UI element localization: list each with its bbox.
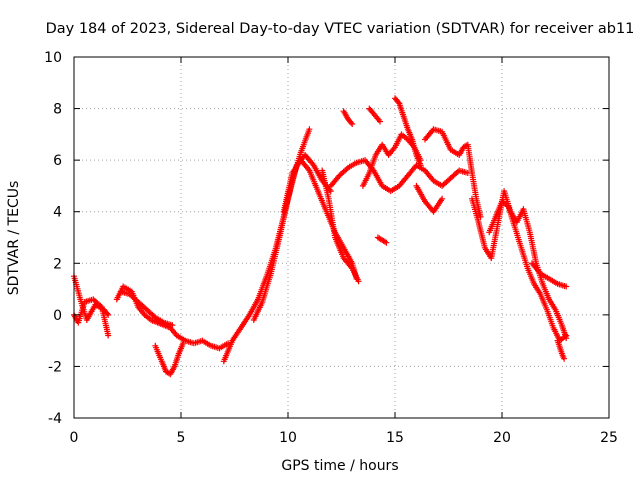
y-tick-label: 4	[53, 205, 62, 221]
chart-title: Day 184 of 2023, Sidereal Day-to-day VTE…	[46, 21, 635, 37]
y-tick-label: 0	[53, 308, 62, 324]
y-tick-label: 10	[44, 50, 62, 66]
data-point	[355, 278, 362, 285]
grid-lines	[74, 57, 609, 418]
y-axis-label: SDTVAR / TECUs	[6, 181, 22, 296]
data-point	[561, 355, 568, 362]
axis-ticks: 0 5 10 15 20 25 -4 -2 0 2 4 6 8 10	[44, 50, 618, 446]
x-tick-label: 5	[177, 430, 186, 446]
data-point	[169, 322, 176, 329]
data-point	[395, 99, 402, 106]
series-track	[486, 198, 570, 344]
series-track	[71, 296, 112, 339]
y-tick-label: -4	[48, 411, 62, 427]
x-tick-label: 0	[70, 430, 79, 446]
series-track	[118, 288, 176, 329]
data-point	[180, 340, 187, 347]
series-track	[280, 157, 360, 282]
y-tick-label: 8	[53, 102, 62, 118]
series-track	[359, 131, 424, 189]
x-tick-label: 25	[600, 430, 618, 446]
series-track	[152, 340, 187, 378]
series-track	[392, 95, 424, 169]
y-tick-label: 6	[53, 153, 62, 169]
data-point	[477, 213, 484, 220]
data-point	[348, 119, 355, 126]
plot-frame	[73, 56, 610, 419]
series-track	[319, 167, 362, 285]
x-tick-label: 10	[279, 430, 297, 446]
data-point	[383, 239, 390, 246]
series-track	[327, 157, 471, 195]
y-tick-label: 2	[53, 256, 62, 272]
data-point	[105, 332, 112, 339]
series-track	[469, 188, 570, 342]
data-point	[377, 118, 383, 125]
x-axis-label: GPS time / hours	[281, 458, 398, 474]
series-track	[366, 105, 383, 125]
series-track	[422, 126, 484, 220]
data-point	[349, 121, 356, 127]
series-track	[529, 260, 570, 290]
x-tick-label: 15	[386, 430, 404, 446]
data-point	[563, 332, 570, 339]
data-point	[563, 283, 570, 290]
data-point	[306, 126, 313, 133]
series-group	[71, 95, 570, 378]
series-track	[413, 182, 446, 215]
data-point	[417, 162, 424, 169]
x-tick-label: 20	[493, 430, 511, 446]
series-track	[554, 337, 568, 362]
series-track	[340, 108, 356, 127]
data-point	[225, 340, 232, 347]
data-series	[71, 95, 570, 378]
y-tick-label: -2	[48, 359, 62, 375]
data-point	[439, 195, 446, 202]
series-track	[374, 234, 390, 246]
